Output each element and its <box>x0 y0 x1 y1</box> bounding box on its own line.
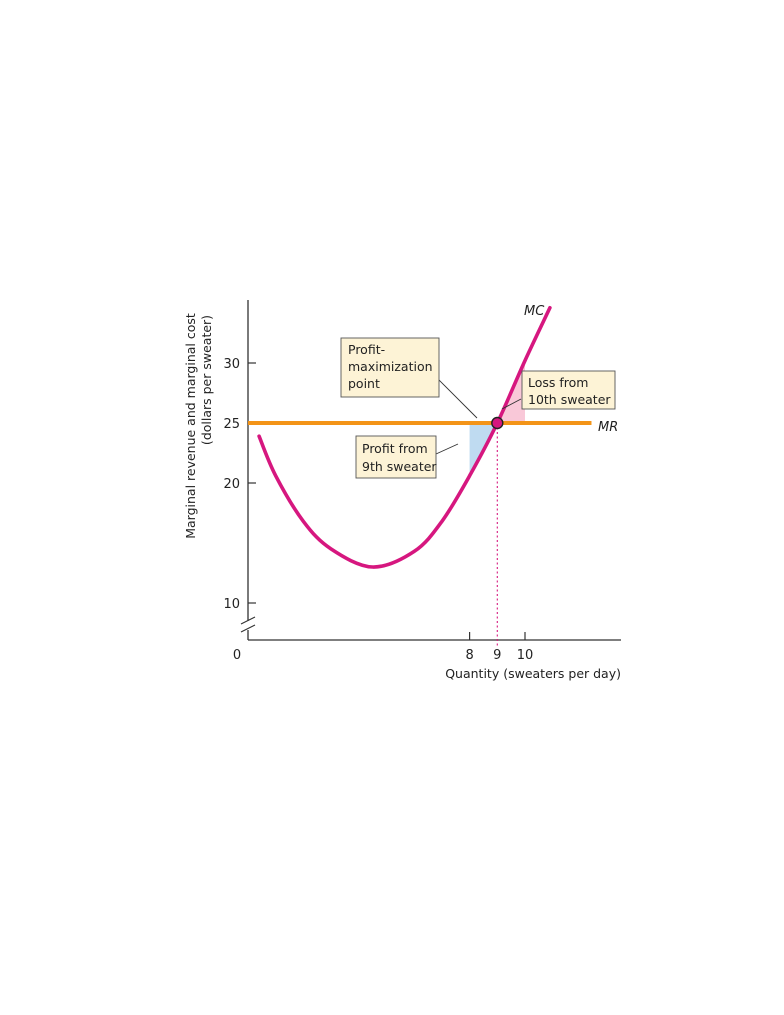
y-tick-group: 10 20 25 30 <box>223 357 256 612</box>
x-tick-label: 10 <box>517 648 534 663</box>
annotation-line: Profit- <box>348 342 385 357</box>
y-axis-title-line1: Marginal revenue and marginal cost <box>183 313 198 539</box>
annotation-profit-max-point: Profit- maximization point <box>340 337 440 398</box>
leader-line-profit <box>435 443 459 455</box>
y-axis-title-line2: (dollars per sweater) <box>199 315 214 445</box>
y-tick-label: 10 <box>223 597 240 612</box>
annotation-line: 10th sweater <box>528 392 611 407</box>
annotation-box <box>521 370 616 410</box>
y-tick-label: 25 <box>223 417 240 432</box>
profit-max-point-marker <box>491 416 504 430</box>
annotation-line: Loss from <box>528 375 588 390</box>
y-tick-label: 20 <box>223 477 240 492</box>
x-tick-label: 8 <box>465 648 473 663</box>
mc-label: MC <box>524 304 545 319</box>
leader-line-loss <box>501 398 522 410</box>
annotation-line: 9th sweater <box>362 459 437 474</box>
x-tick-group: 8 9 10 <box>465 632 533 663</box>
y-tick-label: 30 <box>223 357 240 372</box>
mr-label: MR <box>598 420 618 435</box>
leader-line-profit-max <box>435 376 478 419</box>
annotation-profit-9th-sweater: Profit from 9th sweater <box>355 435 437 479</box>
axis-break-mark-lower <box>240 624 256 633</box>
origin-label: 0 <box>233 648 241 663</box>
x-tick-label: 9 <box>493 648 501 663</box>
annotation-box <box>340 337 440 398</box>
annotation-line: Profit from <box>362 441 428 456</box>
x-axis-title: Quantity (sweaters per day) <box>445 666 621 681</box>
mc-curve <box>257 306 552 569</box>
annotation-line: maximization <box>348 359 433 374</box>
axis-break-mark-upper <box>240 616 256 625</box>
annotation-loss-10th-sweater: Loss from 10th sweater <box>521 370 616 410</box>
annotation-line: point <box>348 376 380 391</box>
annotation-box <box>355 435 437 479</box>
